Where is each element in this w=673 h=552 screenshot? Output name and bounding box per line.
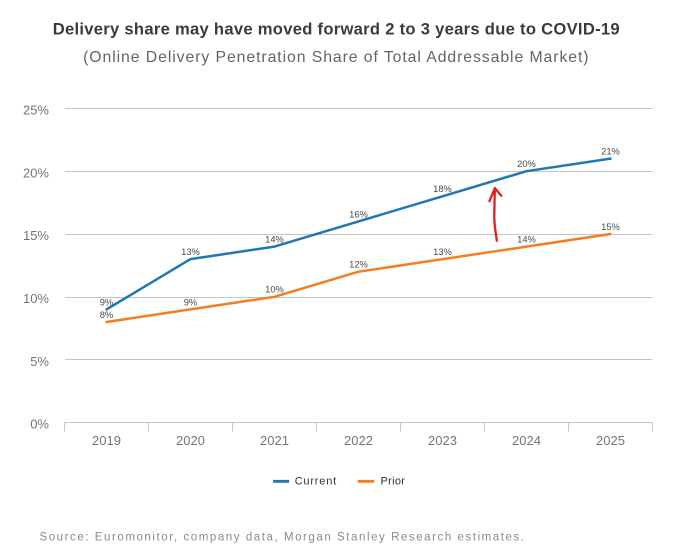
svg-text:16%: 16% (349, 208, 368, 219)
svg-text:0%: 0% (30, 417, 49, 432)
svg-text:15%: 15% (601, 221, 620, 232)
svg-text:21%: 21% (601, 146, 620, 157)
svg-text:15%: 15% (23, 228, 49, 243)
svg-text:13%: 13% (433, 246, 452, 257)
svg-text:2019: 2019 (92, 433, 121, 448)
svg-text:2022: 2022 (344, 433, 373, 448)
svg-text:2025: 2025 (596, 433, 625, 448)
svg-text:Current: Current (295, 476, 337, 488)
svg-text:25%: 25% (23, 103, 49, 118)
svg-text:9%: 9% (184, 296, 198, 307)
svg-text:2023: 2023 (428, 433, 457, 448)
svg-text:Source: Euromonitor, company d: Source: Euromonitor, company data, Morga… (40, 531, 526, 543)
svg-text:20%: 20% (517, 158, 536, 169)
svg-text:8%: 8% (100, 309, 114, 320)
svg-text:12%: 12% (349, 259, 368, 270)
svg-text:10%: 10% (265, 284, 284, 295)
svg-text:2020: 2020 (176, 433, 205, 448)
svg-text:Delivery share may have moved: Delivery share may have moved forward 2 … (53, 20, 620, 39)
svg-text:Prior: Prior (381, 476, 406, 488)
svg-text:10%: 10% (23, 291, 49, 306)
svg-text:(Online Delivery Penetration S: (Online Delivery Penetration Share of To… (83, 49, 589, 66)
svg-text:14%: 14% (265, 234, 284, 245)
svg-text:2021: 2021 (260, 433, 289, 448)
svg-text:13%: 13% (181, 246, 200, 257)
svg-text:20%: 20% (23, 165, 49, 180)
svg-text:5%: 5% (30, 354, 49, 369)
svg-text:9%: 9% (100, 296, 114, 307)
svg-text:18%: 18% (433, 183, 452, 194)
svg-text:2024: 2024 (512, 433, 541, 448)
svg-text:14%: 14% (517, 234, 536, 245)
